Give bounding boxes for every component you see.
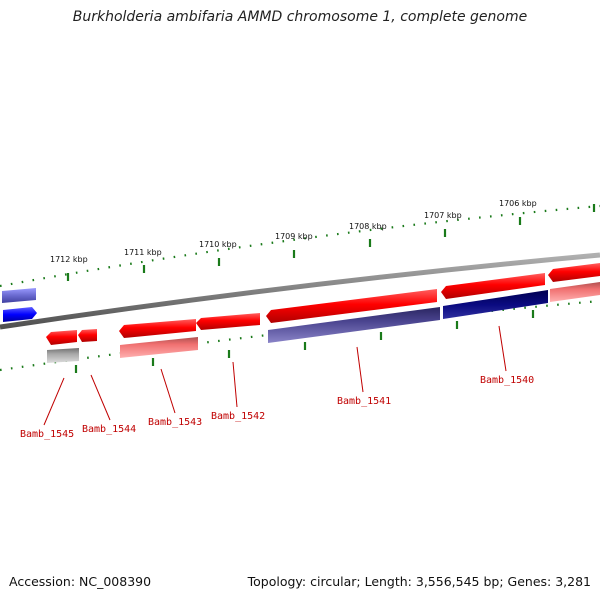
scale-label-1712: 1712 kbp: [50, 255, 88, 264]
cds-blue[interactable]: [3, 307, 37, 322]
scale-label-1707: 1707 kbp: [424, 211, 462, 220]
map-title: Burkholderia ambifaria AMMD chromosome 1…: [72, 9, 528, 25]
gene-label-bamb-1545: Bamb_1545: [20, 429, 74, 440]
scale-label-1710: 1710 kbp: [199, 240, 237, 249]
scale-label-1711: 1711 kbp: [124, 248, 162, 257]
accession-text: Accession: NC_008390: [9, 574, 152, 589]
gene-next[interactable]: [548, 263, 600, 282]
topology-text: Topology: circular; Length: 3,556,545 bp…: [247, 574, 591, 589]
gene-bamb-1544[interactable]: [78, 329, 97, 342]
scale-label-1709: 1709 kbp: [275, 232, 313, 241]
gene-label-bamb-1544: Bamb_1544: [82, 424, 136, 435]
cds-purple-1541[interactable]: [268, 307, 440, 343]
gene-label-bamb-1542: Bamb_1542: [211, 411, 265, 422]
gene-label-bamb-1543: Bamb_1543: [148, 417, 202, 428]
cds-lavender[interactable]: [2, 288, 36, 303]
cds-pink-next[interactable]: [550, 282, 600, 302]
cds-pink-1543[interactable]: [120, 337, 198, 358]
gene-label-bamb-1540: Bamb_1540: [480, 375, 534, 386]
cds-grey-1545[interactable]: [47, 348, 79, 363]
genome-backbone: [0, 252, 600, 330]
scale-label-1706: 1706 kbp: [499, 199, 537, 208]
scale-track-outer: [0, 204, 600, 288]
gene-label-bamb-1541: Bamb_1541: [337, 396, 391, 407]
label-leaders: [43, 325, 507, 426]
gene-bamb-1541[interactable]: [266, 289, 437, 323]
scale-label-1708: 1708 kbp: [349, 222, 387, 231]
gene-bamb-1540[interactable]: [441, 273, 545, 299]
gene-bamb-1542[interactable]: [196, 313, 260, 330]
gene-bamb-1543[interactable]: [119, 319, 196, 338]
gene-bamb-1545[interactable]: [46, 330, 77, 345]
major-ticks: [66, 204, 596, 373]
cds-navy-1540[interactable]: [443, 290, 548, 319]
